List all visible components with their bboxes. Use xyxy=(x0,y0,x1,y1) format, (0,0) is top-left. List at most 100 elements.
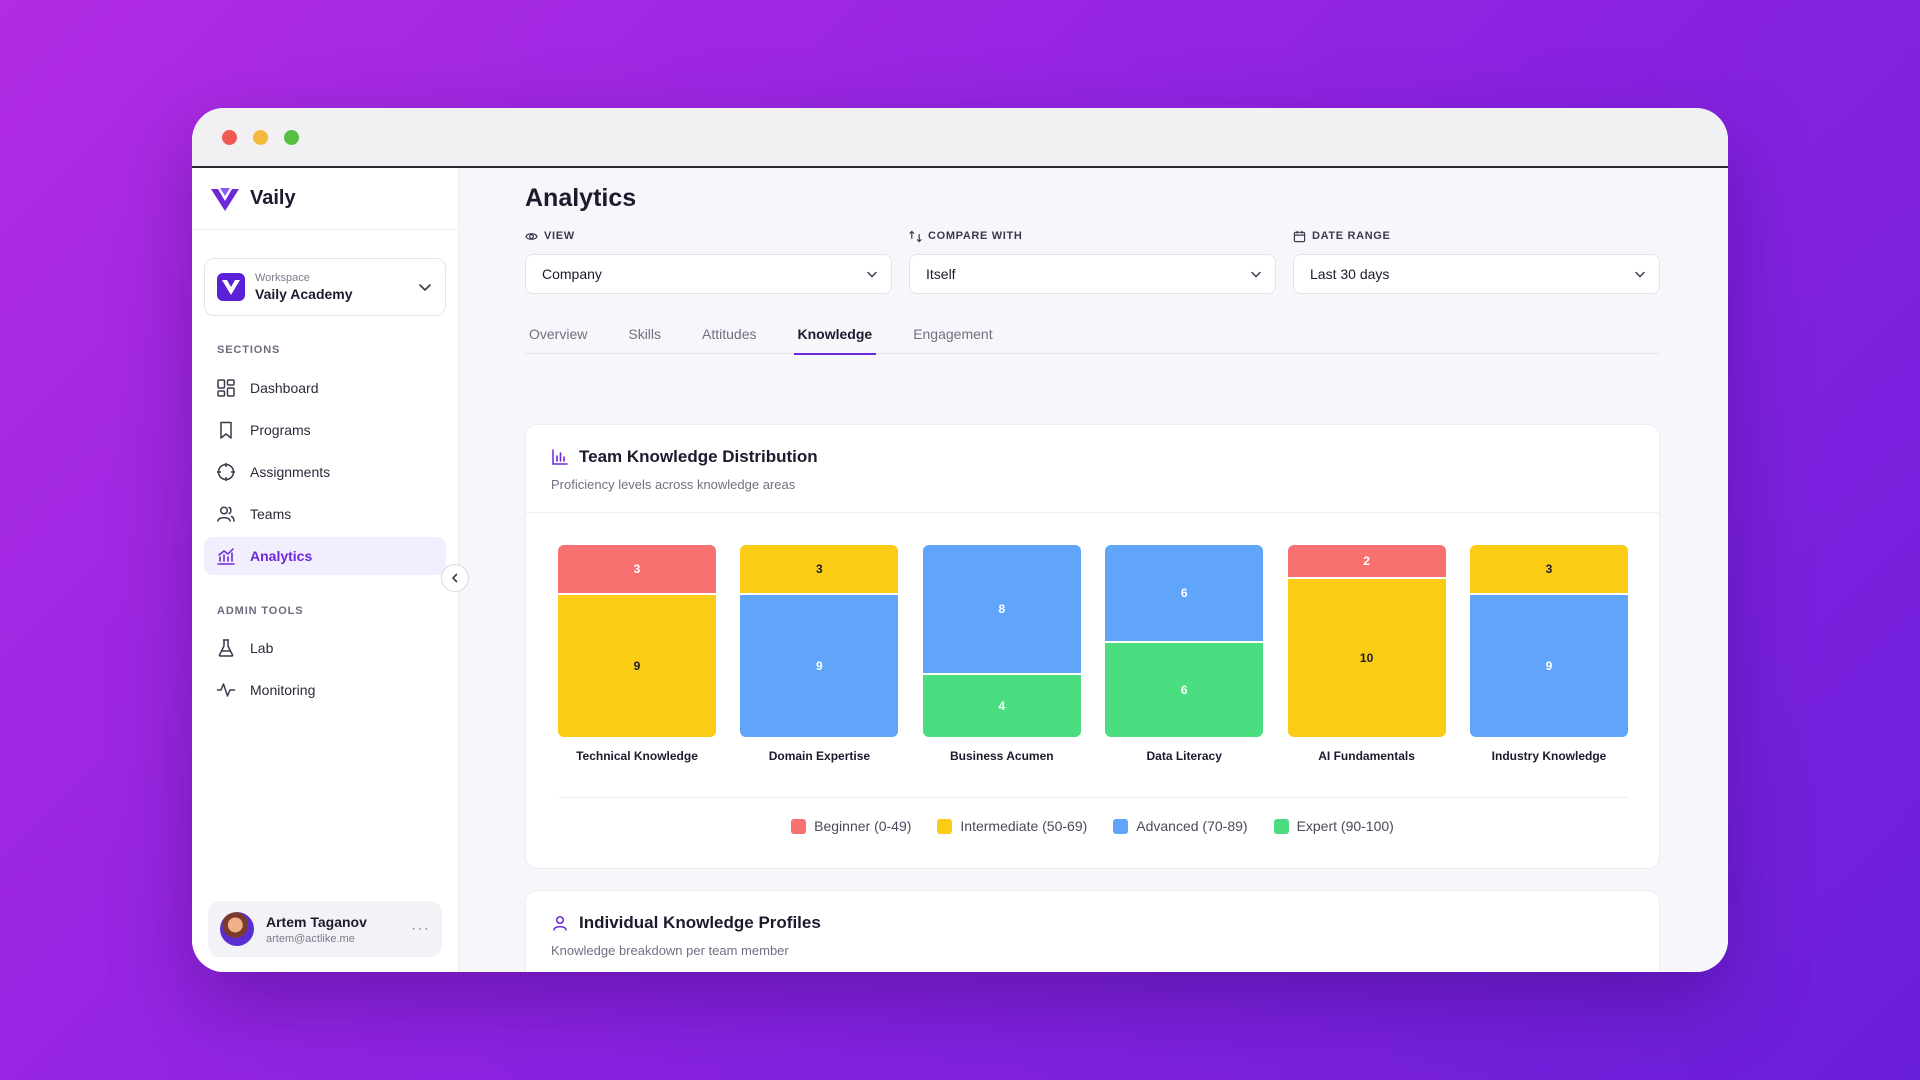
sidebar-item-programs[interactable]: Programs xyxy=(204,411,446,449)
sections-label: SECTIONS xyxy=(217,344,281,356)
sidebar-item-label: Dashboard xyxy=(250,380,319,396)
compare-filter: COMPARE WITH Itself xyxy=(909,228,1276,294)
chart-legend: Beginner (0-49) Intermediate (50-69) Advan… xyxy=(526,818,1659,834)
legend-item-advanced: Advanced (70-89) xyxy=(1113,818,1248,834)
sidebar-item-label: Teams xyxy=(250,506,292,522)
legend-label: Expert (90-100) xyxy=(1296,818,1394,834)
legend-swatch xyxy=(937,818,953,834)
compare-select[interactable]: Itself xyxy=(909,254,1276,294)
chart-divider xyxy=(558,797,1628,798)
workspace-name: Vaily Academy xyxy=(255,286,353,302)
window-titlebar xyxy=(192,108,1728,168)
view-select-value: Company xyxy=(542,266,602,282)
sidebar-item-label: Lab xyxy=(250,640,274,656)
bar-chart-icon xyxy=(552,449,568,465)
view-filter-label: VIEW xyxy=(544,230,575,242)
workspace-switcher[interactable]: Workspace Vaily Academy xyxy=(204,258,446,316)
tab-skills[interactable]: Skills xyxy=(628,326,662,342)
chevron-left-icon xyxy=(452,573,458,583)
bar-segment-advanced: 6 xyxy=(1105,545,1264,641)
target-icon xyxy=(217,463,235,481)
category-label: Domain Expertise xyxy=(768,749,871,763)
legend-item-expert: Expert (90-100) xyxy=(1273,818,1394,834)
date-range-select[interactable]: Last 30 days xyxy=(1293,254,1660,294)
calendar-icon xyxy=(1293,230,1306,242)
card-title: Team Knowledge Distribution xyxy=(579,447,818,466)
bar-segment-advanced: 8 xyxy=(922,545,1081,673)
bar-segment-advanced: 9 xyxy=(1470,593,1628,737)
category-label: Industry Knowledge xyxy=(1491,749,1607,763)
activity-icon xyxy=(216,683,236,697)
bar-segment-intermediate: 9 xyxy=(558,593,716,737)
analytics-tabs: Overview Skills Attitudes Knowledge Enga… xyxy=(525,320,1660,355)
view-select[interactable]: Company xyxy=(525,254,892,294)
chevron-down-icon xyxy=(419,284,431,291)
sidebar-item-label: Monitoring xyxy=(250,682,316,698)
sidebar-item-analytics[interactable]: Analytics xyxy=(204,537,446,575)
chart-bar[interactable]: 2 10 xyxy=(1287,545,1446,737)
user-icon xyxy=(553,915,567,931)
sidebar-item-label: Assignments xyxy=(250,464,331,480)
bar-segment-intermediate: 3 xyxy=(740,545,899,593)
flask-icon xyxy=(218,639,234,657)
chevron-down-icon xyxy=(867,271,877,278)
legend-label: Intermediate (50-69) xyxy=(960,818,1088,834)
legend-swatch xyxy=(1113,818,1129,834)
app-window: Vaily Workspace Vaily Academy SECTIONS xyxy=(192,108,1728,972)
bookmark-icon xyxy=(220,421,232,439)
date-range-filter: DATE RANGE Last 30 days xyxy=(1293,228,1660,294)
bar-segment-expert: 6 xyxy=(1105,641,1264,737)
users-icon xyxy=(217,506,235,522)
compare-icon xyxy=(909,230,922,242)
brand-name: Vaily xyxy=(250,187,296,209)
sidebar-item-teams[interactable]: Teams xyxy=(204,495,446,533)
more-options-icon[interactable]: ··· xyxy=(411,920,430,937)
maximize-window-button[interactable] xyxy=(284,129,299,145)
analytics-icon xyxy=(217,548,235,565)
sidebar-item-lab[interactable]: Lab xyxy=(204,629,446,667)
sidebar: Vaily Workspace Vaily Academy SECTIONS xyxy=(192,168,459,972)
bar-segment-beginner: 3 xyxy=(558,545,716,593)
date-range-select-value: Last 30 days xyxy=(1310,266,1390,282)
legend-swatch xyxy=(1273,818,1289,834)
brand[interactable]: Vaily xyxy=(192,168,458,230)
tab-attitudes[interactable]: Attitudes xyxy=(702,326,757,342)
category-label: Data Literacy xyxy=(1146,749,1222,763)
sidebar-item-assignments[interactable]: Assignments xyxy=(204,453,446,491)
knowledge-distribution-chart: 3 9 Technical Knowledge 3 9 Domain Expertise 8… xyxy=(558,545,1628,763)
compare-select-value: Itself xyxy=(926,266,956,282)
user-email: artem@actlike.me xyxy=(266,932,355,945)
category-label: AI Fundamentals xyxy=(1318,749,1415,763)
sidebar-item-monitoring[interactable]: Monitoring xyxy=(204,671,446,709)
workspace-logo-icon xyxy=(217,273,245,301)
tab-knowledge[interactable]: Knowledge xyxy=(793,320,877,355)
view-filter: VIEW Company xyxy=(525,228,892,294)
category-label: Technical Knowledge xyxy=(576,749,698,763)
sidebar-item-label: Programs xyxy=(250,422,311,438)
user-name: Artem Taganov xyxy=(266,913,367,930)
individual-knowledge-profiles-card: Individual Knowledge Profiles Knowledge … xyxy=(525,890,1660,972)
user-profile-card[interactable]: Artem Taganov artem@actlike.me ··· xyxy=(208,901,442,957)
close-window-button[interactable] xyxy=(222,129,237,145)
avatar xyxy=(220,912,254,946)
legend-item-beginner: Beginner (0-49) xyxy=(791,818,911,834)
tab-overview[interactable]: Overview xyxy=(529,326,588,342)
collapse-sidebar-button[interactable] xyxy=(441,564,469,592)
bar-segment-intermediate: 3 xyxy=(1470,545,1628,593)
legend-item-intermediate: Intermediate (50-69) xyxy=(937,818,1087,834)
tab-engagement[interactable]: Engagement xyxy=(913,326,993,342)
legend-swatch xyxy=(791,818,807,834)
chevron-down-icon xyxy=(1251,271,1261,278)
workspace-label: Workspace xyxy=(255,272,310,284)
eye-icon xyxy=(525,232,538,240)
dashboard-icon xyxy=(217,379,235,397)
card-subtitle: Proficiency levels across knowledge area… xyxy=(551,477,796,492)
sidebar-item-dashboard[interactable]: Dashboard xyxy=(204,369,446,407)
minimize-window-button[interactable] xyxy=(253,129,268,145)
card-title: Individual Knowledge Profiles xyxy=(579,913,821,932)
